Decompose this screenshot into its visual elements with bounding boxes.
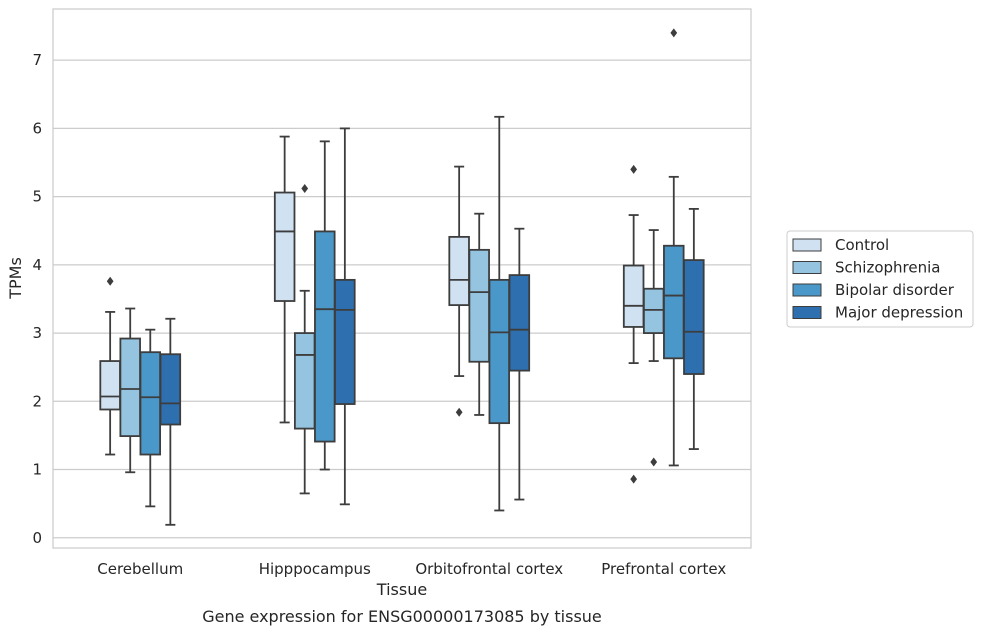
boxes bbox=[99, 28, 705, 526]
box-3-0 bbox=[622, 164, 645, 484]
box-3-2 bbox=[663, 28, 685, 467]
box-iqr bbox=[622, 264, 645, 328]
legend-swatch-3 bbox=[792, 306, 822, 319]
box-iqr bbox=[119, 337, 141, 438]
plot-frame bbox=[52, 8, 752, 549]
chart-caption: Gene expression for ENSG00000173085 by t… bbox=[202, 607, 602, 626]
outlier-point-0 bbox=[106, 276, 114, 286]
y-tick-label-3: 3 bbox=[32, 324, 42, 342]
box-iqr bbox=[293, 332, 316, 430]
box-1-2 bbox=[314, 140, 336, 471]
y-tick-label-7: 7 bbox=[32, 51, 42, 69]
outlier-point-0 bbox=[455, 407, 463, 417]
box-iqr bbox=[683, 259, 705, 375]
outlier-point-0 bbox=[630, 164, 638, 174]
outlier-point-0 bbox=[301, 183, 309, 193]
box-2-3 bbox=[508, 227, 531, 501]
box-iqr bbox=[314, 230, 336, 443]
box-iqr bbox=[99, 360, 121, 411]
outlier-point-1 bbox=[630, 474, 638, 484]
box-3-3 bbox=[683, 208, 705, 450]
box-0-3 bbox=[159, 317, 182, 526]
legend-label-0: Control bbox=[835, 236, 889, 254]
box-1-3 bbox=[334, 127, 356, 506]
x-tick-labels: Cerebellum Hipppocampus Orbitofrontal cort… bbox=[97, 560, 726, 578]
legend-label-1: Schizophrenia bbox=[835, 259, 940, 277]
y-tick-label-4: 4 bbox=[32, 256, 42, 274]
legend-swatch-2 bbox=[792, 283, 822, 297]
box-iqr bbox=[488, 278, 511, 425]
box-iqr bbox=[448, 235, 470, 307]
box-2-0 bbox=[448, 165, 470, 417]
outlier-point-0 bbox=[650, 457, 658, 467]
y-axis-label: TPMs bbox=[6, 257, 25, 300]
x-tick-label-2: Orbitofrontal cortex bbox=[415, 560, 563, 578]
box-iqr bbox=[508, 274, 531, 372]
legend-frame bbox=[786, 230, 974, 328]
box-iqr bbox=[139, 351, 162, 456]
box-1-0 bbox=[273, 135, 296, 424]
box-1-1 bbox=[293, 183, 316, 495]
x-tick-label-0: Cerebellum bbox=[97, 560, 183, 578]
legend-swatch-1 bbox=[792, 261, 822, 274]
box-iqr bbox=[159, 353, 182, 426]
y-tick-label-1: 1 bbox=[32, 461, 42, 479]
box-2-1 bbox=[468, 212, 490, 416]
legend-label-3: Major depression bbox=[835, 304, 963, 322]
legend-swatch-0 bbox=[792, 238, 822, 252]
box-iqr bbox=[273, 191, 296, 302]
box-3-1 bbox=[642, 229, 665, 467]
box-0-0 bbox=[99, 276, 121, 456]
y-tick-label-6: 6 bbox=[32, 119, 42, 137]
outlier-point-0 bbox=[670, 28, 678, 38]
y-tick-label-0: 0 bbox=[32, 529, 42, 547]
y-tick-label-2: 2 bbox=[32, 392, 42, 410]
x-tick-label-1: Hipppocampus bbox=[259, 560, 371, 578]
y-tick-label-5: 5 bbox=[32, 188, 42, 206]
box-2-2 bbox=[488, 115, 511, 512]
y-tick-labels: 0 1 2 3 4 5 6 7 bbox=[32, 51, 42, 547]
box-0-2 bbox=[139, 328, 162, 508]
box-iqr bbox=[334, 278, 356, 405]
legend-label-2: Bipolar disorder bbox=[835, 281, 955, 299]
x-axis-label: Tissue bbox=[376, 580, 427, 599]
x-tick-label-3: Prefrontal cortex bbox=[601, 560, 726, 578]
box-0-1 bbox=[119, 307, 141, 474]
box-iqr bbox=[663, 244, 685, 360]
box-iqr bbox=[642, 287, 665, 334]
legend: Control Schizophrenia Bipolar disorder Majo… bbox=[786, 230, 974, 328]
box-iqr bbox=[468, 248, 490, 363]
